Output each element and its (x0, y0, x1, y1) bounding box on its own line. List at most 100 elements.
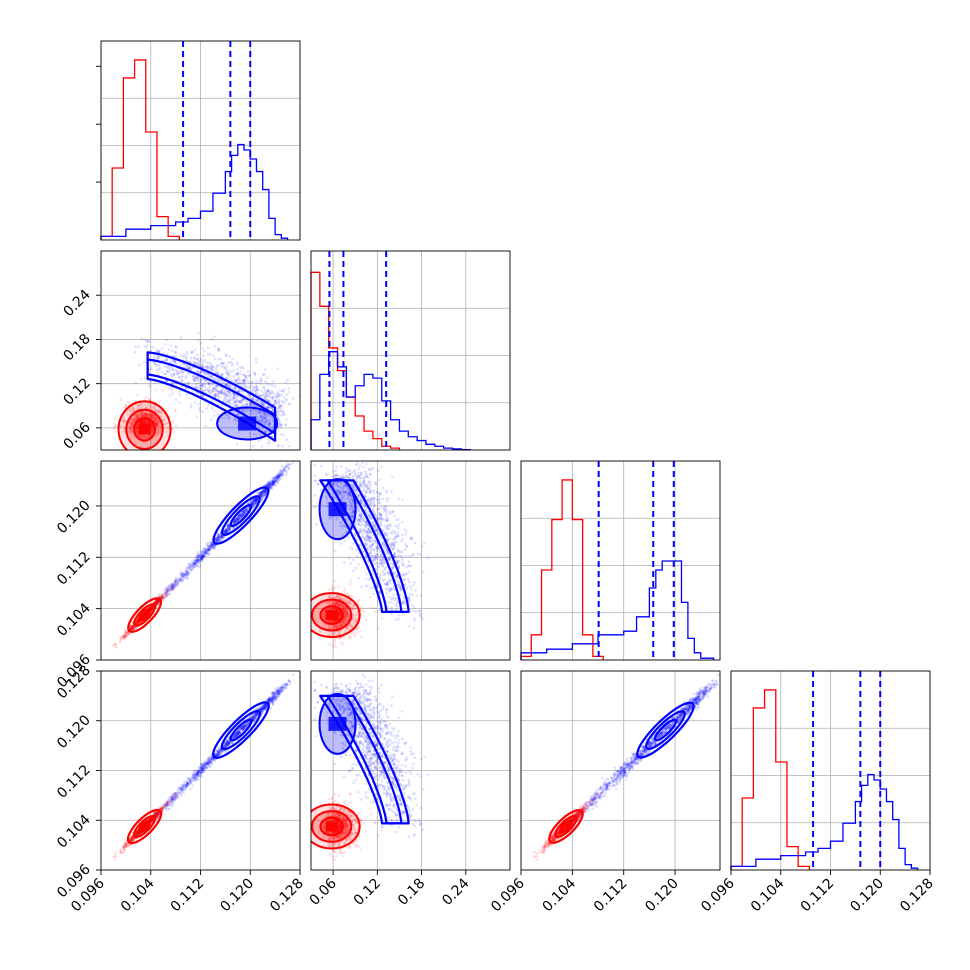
scatter-panel-2-1 (311, 461, 510, 660)
scatter-point (181, 379, 184, 383)
scatter-point (195, 559, 199, 563)
scatter-point (267, 481, 270, 484)
scatter-point (124, 632, 128, 635)
scatter-point (278, 409, 282, 413)
scatter-point (141, 413, 145, 416)
scatter-point (271, 408, 274, 412)
scatter-point (286, 378, 289, 382)
scatter-point (259, 394, 263, 398)
scatter-point (193, 558, 196, 562)
scatter-point (215, 538, 219, 542)
scatter-point (373, 497, 377, 500)
scatter-point (261, 402, 264, 405)
scatter-point (271, 484, 275, 487)
scatter-point (331, 482, 335, 486)
scatter-point (139, 411, 143, 414)
scatter-point (134, 416, 138, 420)
scatter-point (185, 364, 188, 368)
scatter-point (195, 561, 198, 564)
scatter-point (234, 520, 238, 524)
scatter-point (284, 469, 288, 473)
scatter-point (146, 415, 150, 418)
scatter-point (131, 422, 134, 426)
scatter-point (210, 367, 214, 370)
scatter-point (363, 536, 367, 539)
scatter-point (225, 354, 229, 357)
scatter-point (200, 383, 204, 387)
scatter-point (206, 346, 210, 350)
scatter-point (144, 612, 147, 616)
scatter-point (261, 418, 265, 421)
scatter-point (357, 523, 361, 526)
scatter-point (155, 417, 158, 421)
scatter-point (197, 402, 200, 406)
scatter-point (262, 373, 265, 376)
scatter-point (156, 424, 160, 428)
scatter-point (156, 601, 159, 604)
scatter-point (166, 421, 169, 424)
scatter-point (133, 627, 137, 630)
scatter-point (263, 412, 266, 416)
scatter-point (157, 424, 160, 428)
scatter-point (207, 389, 211, 393)
scatter-point (359, 484, 363, 487)
scatter-point (191, 563, 194, 567)
scatter-point (194, 362, 198, 365)
scatter-point (396, 548, 400, 552)
scatter-point (373, 606, 376, 610)
scatter-point (241, 510, 245, 513)
scatter-point (170, 587, 174, 590)
scatter-point (160, 595, 163, 598)
scatter-point (268, 481, 272, 485)
scatter-point (133, 418, 136, 421)
scatter-point (200, 556, 204, 559)
scatter-point (243, 403, 246, 407)
scatter-point (225, 364, 228, 368)
scatter-point (142, 615, 146, 618)
scatter-point (385, 518, 389, 522)
scatter-point (276, 476, 279, 480)
scatter-point (154, 600, 158, 604)
scatter-point (234, 403, 237, 407)
scatter-point (225, 524, 228, 528)
scatter-point (226, 527, 230, 531)
scatter-point (264, 489, 268, 493)
scatter-point (165, 430, 168, 434)
scatter-point (196, 558, 200, 562)
scatter-point (154, 601, 158, 605)
scatter-point (194, 382, 198, 386)
scatter-point (283, 401, 286, 404)
scatter-point (227, 400, 231, 404)
scatter-point (279, 477, 283, 481)
scatter-point (201, 554, 205, 558)
scatter-point (149, 414, 152, 418)
scatter-point (146, 610, 150, 613)
scatter-point (270, 483, 274, 486)
histogram-panel-3 (730, 670, 931, 871)
scatter-point (122, 420, 125, 424)
scatter-point (277, 475, 281, 478)
scatter-point (195, 415, 198, 419)
scatter-point (212, 354, 215, 358)
scatter-point (186, 393, 189, 397)
scatter-point (141, 616, 144, 619)
scatter-point (131, 627, 135, 631)
scatter-point (283, 466, 286, 470)
scatter-point (134, 416, 137, 420)
scatter-point (128, 421, 131, 425)
scatter-point (138, 363, 141, 367)
scatter-point (173, 360, 176, 363)
scatter-point (130, 621, 134, 624)
scatter-point (271, 482, 274, 486)
scatter-point (259, 491, 263, 494)
scatter-point (128, 409, 131, 413)
scatter-point (198, 371, 202, 374)
scatter-point (130, 626, 134, 629)
scatter-point (193, 563, 197, 566)
scatter-point (207, 383, 211, 386)
scatter-point (158, 593, 161, 596)
scatter-point (249, 385, 252, 389)
scatter-point (153, 601, 157, 605)
scatter-point (202, 546, 206, 550)
scatter-point (379, 522, 383, 525)
